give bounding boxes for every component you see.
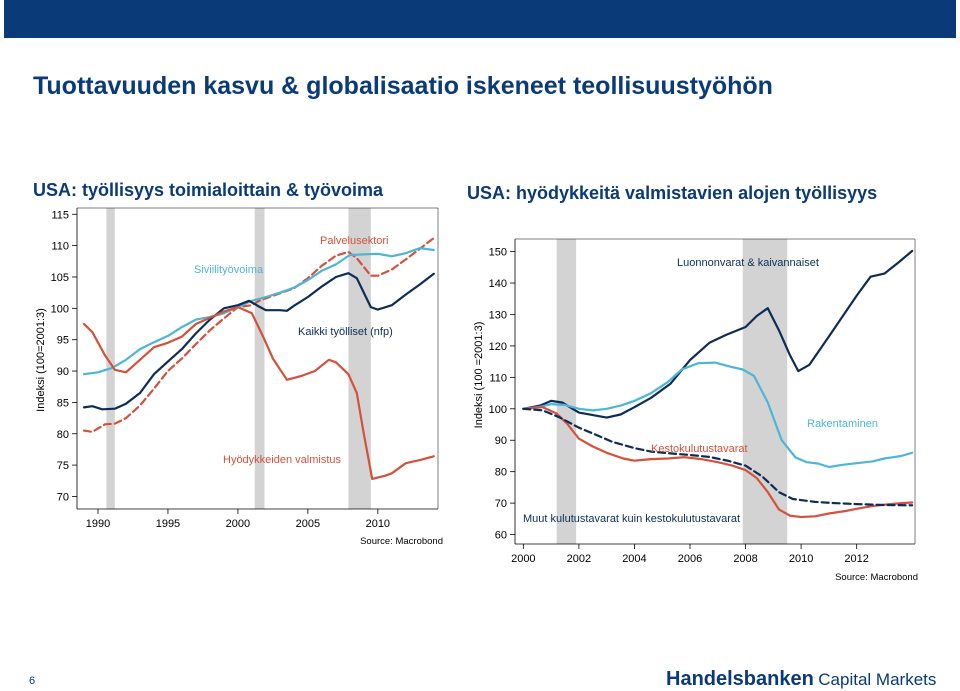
y-tick-label: 85 [57,397,69,409]
x-tick-label: 2012 [844,553,868,565]
label-kestokulutustavarat: Kestokulutustavarat [651,443,748,455]
series-line-rakentaminen [522,361,914,469]
x-tick-label: 2000 [226,518,250,530]
y-tick-label: 140 [489,278,507,290]
series-line-palvelusektori [82,237,435,433]
series-line-siviility-voima [82,247,435,376]
recession-band-0 [106,208,115,509]
x-tick-label: 2010 [366,518,390,530]
series-line-kestokulutustavarat [522,406,914,519]
y-tick-label: 130 [489,309,507,321]
y-tick-label: 120 [489,341,507,353]
left-chart-title: USA: työllisyys toimialoittain & työvoim… [33,180,384,200]
y-tick-label: 150 [489,247,507,259]
series-line-luonnonvarat-kaivannaiset [522,249,914,419]
label-palvelusektori: Palvelusektori [320,235,388,247]
x-tick-label: 2000 [511,553,535,565]
y-tick-label: 70 [495,498,507,510]
series-line-muut-kulutustavarat-kuin-kestokulutustavarat [522,407,914,507]
right-series [522,249,914,519]
y-tick-label: 80 [57,429,69,441]
right-y-ticks: 60 70 80 90 100 110 120 130 140 150 [489,247,515,542]
y-tick-label: 70 [57,491,69,503]
x-tick-label: 1995 [156,518,180,530]
y-tick-label: 110 [489,372,507,384]
brand-logo: Handelsbanken Capital Markets [666,668,936,691]
label-kaikki-tyolliset: Kaikki työlliset (nfp) [298,326,393,338]
x-tick-label: 2006 [678,553,702,565]
label-rakentaminen: Rakentaminen [807,418,878,430]
right-chart-title: USA: hyödykkeitä valmistavien alojen työ… [467,183,878,203]
y-tick-label: 75 [57,460,69,472]
left-y-ticks: 70 75 80 85 90 95 100 105 110 115 [51,209,77,503]
x-tick-label: 2010 [789,553,813,565]
right-x-ticks: 2000 2002 2004 2006 2008 2010 2012 [511,544,869,565]
brand-name: Handelsbanken [666,668,814,690]
y-tick-label: 100 [51,303,69,315]
recession-band-1 [254,208,265,509]
label-luonnonvarat: Luonnonvarat & kaivannaiset [677,257,819,269]
right-y-axis-label: Indeksi (100 =2001:3) [473,322,485,429]
left-x-ticks: 1990 1995 2000 2005 2010 [86,509,390,530]
y-tick-label: 60 [495,530,507,542]
recession-bands [106,208,371,509]
y-tick-label: 80 [495,467,507,479]
header-bar [4,0,956,38]
recession-band-2 [348,208,371,509]
x-tick-label: 2002 [567,553,591,565]
left-source: Source: Macrobond [360,536,443,547]
left-series [82,237,435,480]
brand-suffix: Capital Markets [818,670,937,689]
x-tick-label: 2008 [733,553,757,565]
right-source: Source: Macrobond [835,572,918,583]
recession-band-0 [556,239,577,544]
y-tick-label: 110 [51,241,69,253]
x-tick-label: 1990 [86,518,110,530]
y-tick-label: 95 [57,335,69,347]
series-line-kaikki-ty-lliset-nfp [82,272,435,411]
recession-band-1 [742,239,788,544]
page-number: 6 [29,675,36,687]
recession-bands [556,239,788,544]
left-chart: 70 75 80 85 90 95 100 105 110 115 1990 1995 2000 200… [35,207,443,547]
slide-title: Tuottavuuden kasvu & globalisaatio isken… [33,72,773,100]
series-line-hy-dykkeiden-valmistus [82,306,435,480]
label-siviilityovoima: Siviilityövoima [194,264,264,276]
x-tick-label: 2004 [622,553,646,565]
label-hyodykkeiden-valmistus: Hyödykkeiden valmistus [223,454,341,466]
y-tick-label: 115 [51,209,69,221]
left-y-axis-label: Indeksi (100=2001:3) [35,308,47,412]
y-tick-label: 105 [51,272,69,284]
x-tick-label: 2005 [296,518,320,530]
y-tick-label: 100 [489,404,507,416]
y-tick-label: 90 [495,435,507,447]
y-tick-label: 90 [57,366,69,378]
label-muut-kulutustavarat: Muut kulutustavarat kuin kestokulutustav… [523,513,740,525]
